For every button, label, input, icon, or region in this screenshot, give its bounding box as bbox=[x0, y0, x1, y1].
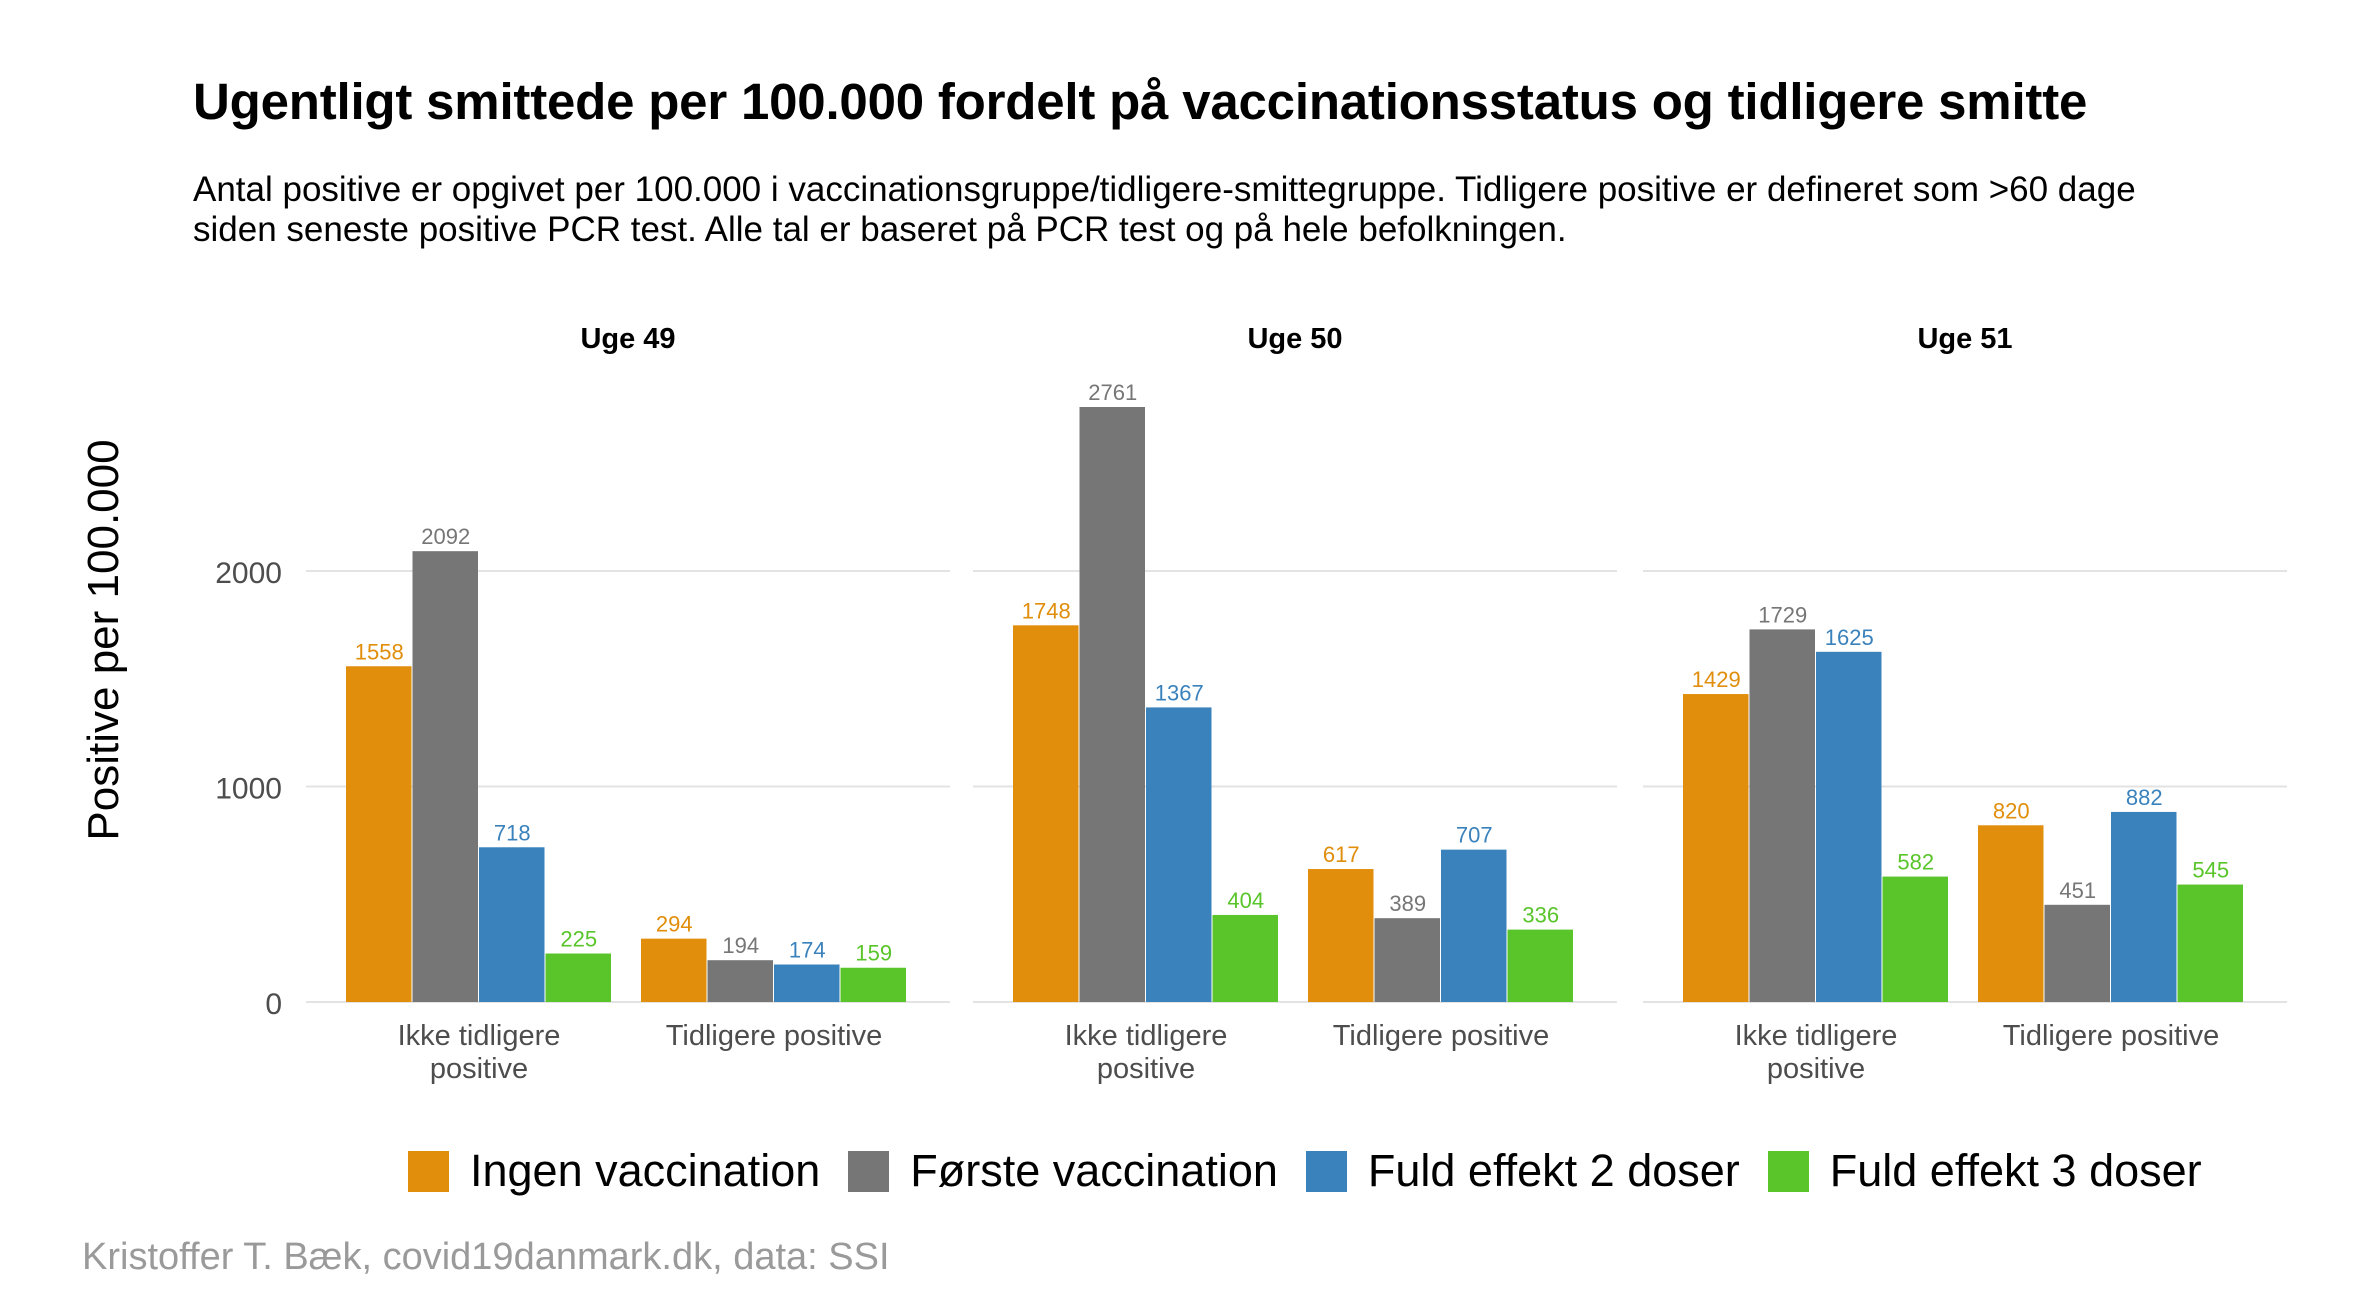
bar bbox=[412, 551, 478, 1002]
legend-label-2-doser: Fuld effekt 2 doser bbox=[1367, 1145, 1740, 1196]
bar bbox=[2044, 904, 2110, 1002]
data-label: 617 bbox=[1323, 842, 1360, 867]
data-label: 1729 bbox=[1758, 602, 1807, 627]
bar bbox=[1374, 918, 1440, 1002]
x-tick-label: Ikke tidligere positive bbox=[1735, 1020, 1898, 1085]
legend-label-3-doser: Fuld effekt 3 doser bbox=[1829, 1145, 2202, 1196]
bar bbox=[2177, 884, 2243, 1002]
data-label: 389 bbox=[1389, 891, 1426, 916]
bar bbox=[1978, 825, 2044, 1002]
data-label: 404 bbox=[1227, 888, 1264, 913]
bar bbox=[1146, 707, 1212, 1002]
data-label: 1429 bbox=[1692, 667, 1741, 692]
bar bbox=[545, 953, 611, 1002]
bar bbox=[1749, 629, 1815, 1002]
data-label: 1367 bbox=[1155, 680, 1204, 705]
y-tick-label: 0 bbox=[265, 988, 282, 1021]
bar bbox=[1308, 869, 1374, 1002]
bar bbox=[840, 967, 906, 1002]
bar bbox=[1882, 876, 1948, 1002]
data-label: 1558 bbox=[355, 639, 404, 664]
legend-item-ingen: Ingen vaccination bbox=[408, 1145, 820, 1197]
bar bbox=[346, 666, 412, 1002]
legend: Ingen vaccination Første vaccination Ful… bbox=[408, 1145, 2230, 1197]
y-tick-label: 1000 bbox=[215, 773, 282, 806]
source-caption: Kristoffer T. Bæk, covid19danmark.dk, da… bbox=[82, 1236, 890, 1278]
data-label: 294 bbox=[656, 912, 693, 937]
data-label: 545 bbox=[2192, 858, 2229, 883]
data-label: 882 bbox=[2126, 785, 2163, 810]
chart-title: Ugentligt smittede per 100.000 fordelt p… bbox=[193, 73, 2088, 130]
data-label: 1748 bbox=[1022, 598, 1071, 623]
x-tick-label: Tidligere positive bbox=[2003, 1020, 2220, 1052]
bar bbox=[774, 964, 840, 1002]
bar bbox=[1013, 625, 1079, 1002]
legend-swatch-forste bbox=[848, 1150, 890, 1192]
panel-title: Uge 49 bbox=[580, 323, 675, 355]
legend-swatch-3-doser bbox=[1767, 1150, 1809, 1192]
bar bbox=[1441, 849, 1507, 1002]
data-label: 159 bbox=[855, 941, 892, 966]
x-tick-label: Ikke tidligere positive bbox=[398, 1020, 561, 1085]
data-label: 2761 bbox=[1088, 380, 1137, 405]
panel-title: Uge 51 bbox=[1917, 323, 2012, 355]
data-label: 451 bbox=[2059, 878, 2096, 903]
data-label: 1625 bbox=[1825, 625, 1874, 650]
data-label: 194 bbox=[722, 933, 759, 958]
bar bbox=[479, 847, 545, 1002]
data-label: 225 bbox=[560, 927, 597, 952]
bar bbox=[641, 938, 707, 1002]
legend-item-3-doser: Fuld effekt 3 doser bbox=[1767, 1145, 2202, 1197]
data-label: 582 bbox=[1897, 850, 1934, 875]
bar bbox=[1079, 407, 1145, 1002]
data-label: 820 bbox=[1993, 798, 2030, 823]
x-tick-label: Tidligere positive bbox=[1333, 1020, 1550, 1052]
data-label: 718 bbox=[494, 820, 531, 845]
x-tick-label: Tidligere positive bbox=[666, 1020, 883, 1052]
bar bbox=[1683, 694, 1749, 1002]
data-label: 707 bbox=[1456, 823, 1493, 848]
y-tick-label: 2000 bbox=[215, 557, 282, 590]
legend-swatch-ingen bbox=[408, 1150, 449, 1192]
bar bbox=[707, 960, 773, 1002]
legend-item-forste: Første vaccination bbox=[848, 1145, 1278, 1197]
legend-item-2-doser: Fuld effekt 2 doser bbox=[1305, 1145, 1740, 1197]
chart-subtitle: Antal positive er opgivet per 100.000 i … bbox=[193, 170, 2136, 249]
bar bbox=[1507, 929, 1573, 1002]
bar bbox=[1212, 914, 1278, 1002]
x-tick-label: Ikke tidligere positive bbox=[1065, 1020, 1228, 1085]
data-label: 174 bbox=[789, 938, 826, 963]
data-label: 2092 bbox=[421, 524, 470, 549]
bar bbox=[2111, 811, 2177, 1002]
data-label: 336 bbox=[1522, 903, 1559, 928]
legend-label-forste: Første vaccination bbox=[910, 1145, 1278, 1196]
legend-label-ingen: Ingen vaccination bbox=[470, 1145, 821, 1196]
bar bbox=[1816, 651, 1882, 1002]
legend-swatch-2-doser bbox=[1305, 1150, 1347, 1192]
panel-title: Uge 50 bbox=[1247, 323, 1342, 355]
